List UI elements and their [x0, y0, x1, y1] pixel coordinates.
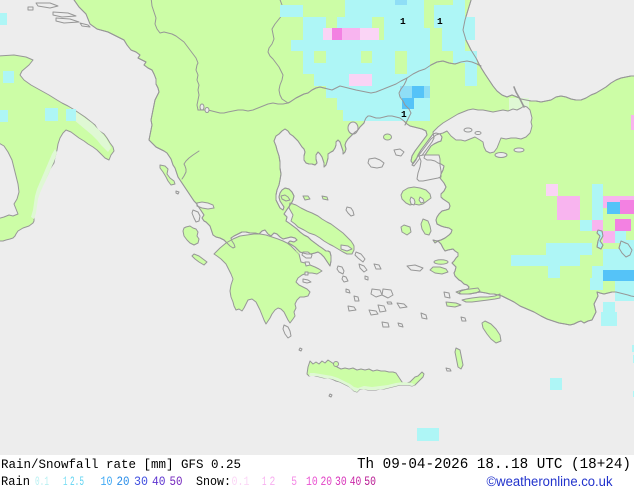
svg-text:2.5: 2.5 [70, 475, 84, 489]
svg-text:1: 1 [400, 16, 406, 27]
svg-text:5: 5 [291, 475, 297, 489]
svg-text:1: 1 [262, 475, 267, 489]
svg-text:30: 30 [134, 475, 148, 489]
svg-text:Rain: Rain [1, 475, 30, 489]
svg-text:Snow:: Snow: [196, 475, 231, 489]
svg-text:50: 50 [170, 475, 183, 489]
svg-text:2: 2 [270, 475, 276, 489]
svg-text:40: 40 [152, 475, 166, 489]
svg-text:1: 1 [401, 109, 407, 120]
svg-text:©weatheronline.co.uk: ©weatheronline.co.uk [487, 474, 613, 489]
svg-text:40: 40 [350, 475, 362, 489]
svg-text:1: 1 [437, 16, 443, 27]
svg-text:20: 20 [321, 475, 333, 489]
svg-text:30: 30 [335, 475, 347, 489]
svg-text:10: 10 [306, 475, 318, 489]
svg-text:1: 1 [63, 475, 68, 489]
svg-text:10: 10 [101, 475, 113, 489]
svg-text:Rain/Snowfall rate [mm] GFS 0.: Rain/Snowfall rate [mm] GFS 0.25 [1, 458, 241, 472]
svg-text:20: 20 [117, 475, 130, 489]
svg-text:50: 50 [364, 475, 376, 489]
svg-text:Th 09-04-2026 18..18 UTC (18+2: Th 09-04-2026 18..18 UTC (18+24) [357, 457, 631, 473]
svg-text:0.1: 0.1 [232, 475, 250, 489]
svg-text:0.1: 0.1 [35, 475, 49, 489]
